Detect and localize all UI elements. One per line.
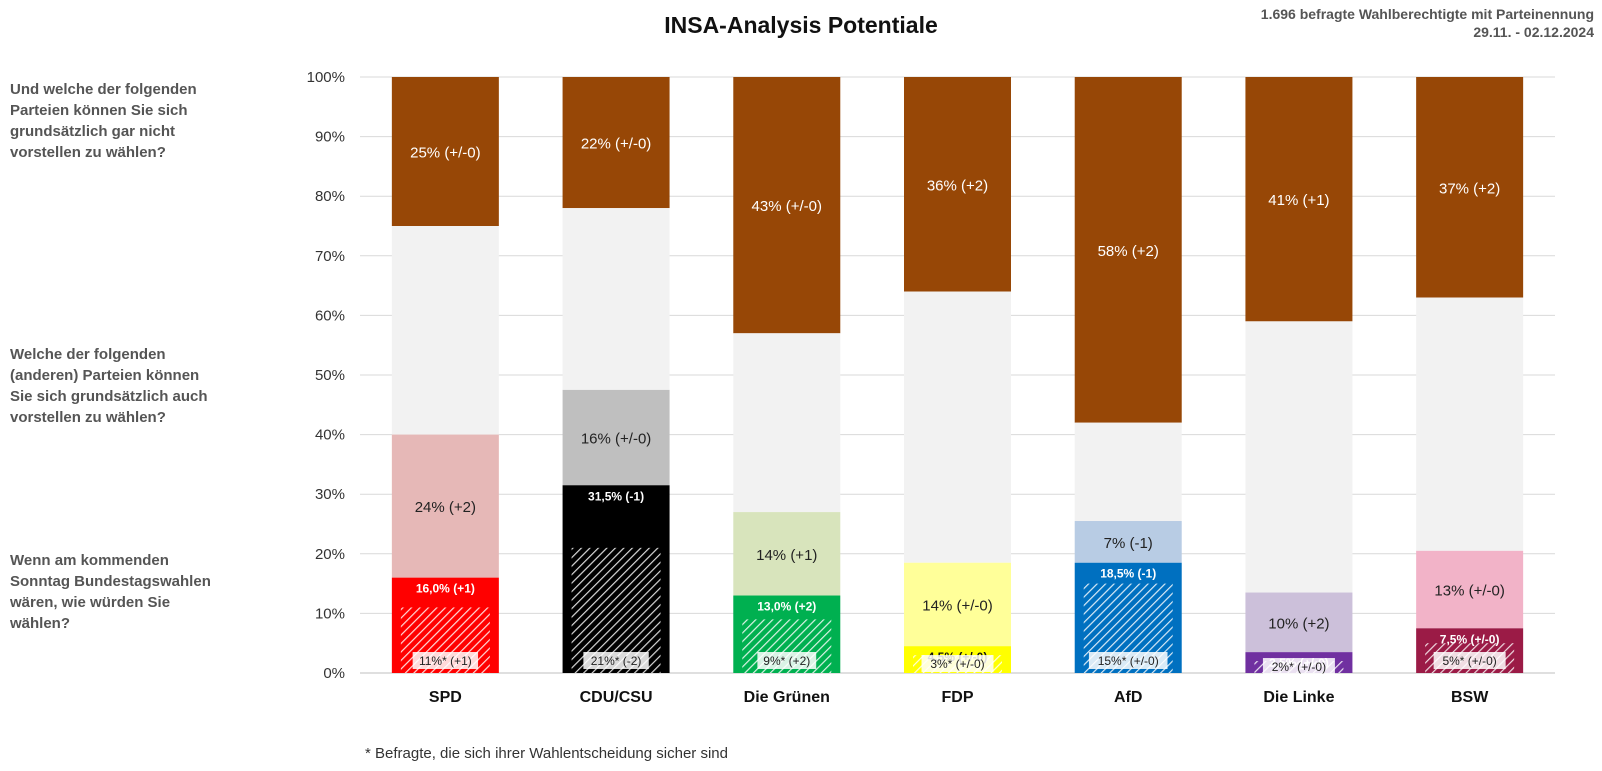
x-tick-label: BSW xyxy=(1451,689,1489,706)
bar-rejection xyxy=(733,77,841,334)
potential-label: 13% (+/-0) xyxy=(1434,583,1504,600)
bar-rejection xyxy=(1245,77,1353,322)
bar-potential xyxy=(1074,521,1182,563)
bar-potential xyxy=(391,434,499,578)
x-tick-label: Die Grünen xyxy=(744,689,830,706)
bar-potential xyxy=(904,562,1011,647)
certain-label-bg xyxy=(921,655,994,673)
survey-period: 29.11. - 02.12.2024 xyxy=(1473,24,1594,40)
vote-label: 13,0% (+2) xyxy=(757,600,816,614)
potential-label: 10% (+2) xyxy=(1268,615,1329,632)
y-tick-label: 50% xyxy=(315,367,345,384)
certain-label-bg xyxy=(1433,652,1506,669)
potential-label: 24% (+2) xyxy=(415,499,476,516)
certain-label: 2%* (+/-0) xyxy=(1272,660,1326,674)
x-tick-label: FDP xyxy=(942,689,974,706)
rejection-label: 36% (+2) xyxy=(927,177,988,194)
y-tick-label: 70% xyxy=(315,248,345,265)
certain-label: 11%* (+1) xyxy=(419,654,472,668)
certain-label-bg xyxy=(1262,658,1335,676)
certain-label: 9%* (+2) xyxy=(763,654,810,668)
bar-neutral xyxy=(1074,422,1182,522)
bar-rejection xyxy=(391,77,499,226)
certain-label: 3%* (+/-0) xyxy=(930,657,984,671)
rejection-label: 37% (+2) xyxy=(1439,180,1500,197)
bar-rejection xyxy=(1074,77,1182,423)
bar-neutral xyxy=(391,226,499,435)
potential-label: 7% (-1) xyxy=(1104,535,1153,552)
vote-label: 7,5% (+/-0) xyxy=(1440,632,1500,646)
survey-info: 1.696 befragte Wahlberechtigte mit Parte… xyxy=(1261,5,1594,41)
rejection-label: 43% (+/-0) xyxy=(752,198,822,215)
rejection-label: 25% (+/-0) xyxy=(410,145,480,162)
bar-potential xyxy=(1416,550,1524,629)
certain-label: 5%* (+/-0) xyxy=(1442,654,1496,668)
y-tick-label: 0% xyxy=(323,665,345,682)
rejection-label: 22% (+/-0) xyxy=(581,136,651,153)
x-tick-label: SPD xyxy=(429,689,462,706)
bar-neutral xyxy=(562,208,670,390)
certain-label-bg xyxy=(1088,652,1168,669)
question-potential: Welche der folgenden (anderen) Parteien … xyxy=(10,346,208,426)
bar-potential xyxy=(733,512,841,596)
bar-neutral xyxy=(1416,297,1524,551)
vote-label: 31,5% (-1) xyxy=(588,489,644,503)
potential-label: 16% (+/-0) xyxy=(581,431,651,448)
potential-label: 14% (+1) xyxy=(756,547,817,564)
bar-rejection xyxy=(904,77,1011,292)
rejection-label: 41% (+1) xyxy=(1268,192,1329,209)
y-tick-label: 40% xyxy=(315,427,345,444)
certain-label-bg xyxy=(583,652,649,669)
vote-label: 16,0% (+1) xyxy=(416,582,475,596)
rejection-label: 58% (+2) xyxy=(1098,243,1159,260)
certain-label: 21%* (-2) xyxy=(591,654,642,668)
x-tick-label: Die Linke xyxy=(1263,689,1334,706)
y-tick-label: 90% xyxy=(315,129,345,146)
bar-neutral xyxy=(733,333,841,513)
y-tick-label: 20% xyxy=(315,546,345,563)
y-tick-label: 100% xyxy=(307,69,345,86)
bar-potential xyxy=(562,389,670,486)
certain-label-bg xyxy=(412,652,479,669)
bar-neutral xyxy=(1245,321,1353,593)
footnote: * Befragte, die sich ihrer Wahlentscheid… xyxy=(365,745,728,762)
y-tick-label: 10% xyxy=(315,605,345,622)
y-tick-label: 60% xyxy=(315,307,345,324)
bar-rejection xyxy=(562,77,670,209)
bar-rejection xyxy=(1416,77,1524,298)
y-tick-label: 30% xyxy=(315,486,345,503)
certain-label-bg xyxy=(757,652,817,669)
certain-label: 15%* (+/-0) xyxy=(1098,654,1159,668)
vote-label: 18,5% (-1) xyxy=(1100,567,1156,581)
potential-label: 14% (+/-0) xyxy=(922,597,992,614)
survey-sample: 1.696 befragte Wahlberechtigte mit Parte… xyxy=(1260,6,1594,22)
question-rejection: Und welche der folgenden Parteien können… xyxy=(10,81,197,161)
bar-potential xyxy=(1245,592,1353,653)
bar-neutral xyxy=(904,291,1011,563)
x-tick-label: AfD xyxy=(1114,689,1142,706)
y-tick-label: 80% xyxy=(315,188,345,205)
question-vote: Wenn am kommenden Sonntag Bundestagswahl… xyxy=(10,552,211,632)
x-tick-label: CDU/CSU xyxy=(580,689,653,706)
chart-title: INSA-Analysis Potentiale xyxy=(664,12,938,38)
